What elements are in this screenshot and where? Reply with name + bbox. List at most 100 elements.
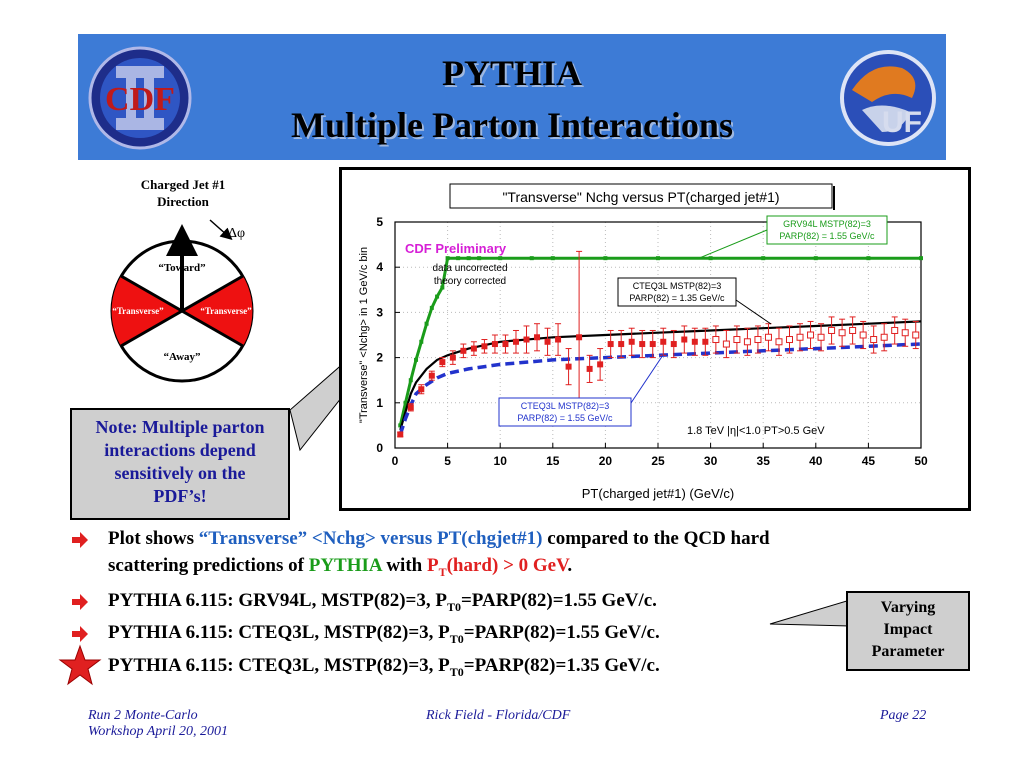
- data-point: [639, 341, 646, 348]
- note-line2: interactions depend: [104, 440, 256, 460]
- data-point: [481, 343, 488, 350]
- data-point: [407, 404, 414, 411]
- arrow-bullet-icon: [72, 626, 88, 642]
- slide-title-line1: PYTHIA: [441, 53, 582, 93]
- data-point: [544, 338, 551, 345]
- chart-title: "Transverse" Nchg versus PT(charged jet#…: [502, 189, 779, 205]
- slide-title-line2: Multiple Parton Interactions: [291, 105, 733, 145]
- note-box: Note: Multiple parton interactions depen…: [70, 408, 290, 520]
- data-point: [555, 336, 562, 343]
- toward-label: “Toward”: [158, 262, 205, 274]
- x-tick-label: 0: [392, 454, 399, 468]
- cteq3l-155-label-box: [498, 397, 632, 427]
- data-point: [912, 331, 920, 339]
- grv94l-point: [550, 256, 555, 261]
- data-point: [870, 336, 878, 344]
- data-point: [764, 333, 772, 341]
- data-point: [712, 336, 720, 344]
- jet-direction-label: Charged Jet #1 Direction: [118, 176, 248, 210]
- data-point: [743, 338, 751, 346]
- grv94l-point: [813, 256, 818, 261]
- data-point: [901, 329, 909, 337]
- x-tick-label: 15: [546, 454, 560, 468]
- data-point: [523, 336, 530, 343]
- data-point: [597, 361, 604, 368]
- grv94l-point: [429, 305, 434, 310]
- cdf-logo: CDF: [88, 46, 192, 150]
- grv94l-point: [919, 256, 923, 261]
- delta-phi-label: Δφ: [228, 226, 246, 241]
- bullet-2: PYTHIA 6.115: GRV94L, MSTP(82)=3, PT0=PA…: [108, 590, 657, 614]
- cuts-label: 1.8 TeV |η|<1.0 PT>0.5 GeV: [687, 425, 825, 437]
- data-point: [691, 338, 698, 345]
- data-point: [576, 334, 583, 341]
- x-tick-label: 40: [809, 454, 823, 468]
- chart-title-box: [449, 183, 833, 209]
- data-point: [397, 431, 404, 438]
- away-label: “Away”: [163, 351, 200, 363]
- data-point: [512, 338, 519, 345]
- data-point: [649, 341, 656, 348]
- note-line4: PDF’s!: [153, 486, 207, 506]
- y-tick-label: 5: [376, 215, 383, 229]
- data-point: [754, 336, 762, 344]
- x-tick-label: 10: [494, 454, 508, 468]
- grv94l-label-line1: GRV94L MSTP(82)=3: [783, 219, 871, 229]
- x-tick-label: 45: [862, 454, 876, 468]
- transverse-right-label: “Transverse”: [200, 306, 252, 316]
- uf-logo: UF: [840, 50, 936, 146]
- delta-phi-arrow: [209, 219, 233, 240]
- grv94l-point: [424, 321, 429, 326]
- arrow-bullet-icon: [72, 594, 88, 610]
- footer-page: Page 22: [880, 708, 927, 723]
- uf-logo-text: UF: [882, 106, 922, 139]
- grv94l-point: [466, 256, 471, 261]
- data-point: [891, 326, 899, 334]
- y-tick-label: 0: [376, 441, 383, 455]
- grv94l-point: [440, 285, 445, 290]
- cteq3l-155-leader: [630, 354, 664, 404]
- footer-center: Rick Field - Florida/CDF: [426, 708, 571, 723]
- cteq3l-155-curve: [398, 342, 922, 435]
- grv94l-label-box: [766, 215, 888, 245]
- direction-label-line1: Charged Jet #1: [140, 177, 226, 192]
- data-point: [828, 326, 836, 334]
- topology-diagram: “Toward” “Transverse” “Transverse” “Away…: [110, 219, 254, 383]
- cdf-logo-text: CDF: [105, 81, 175, 118]
- transverse-right-region: [182, 276, 253, 346]
- y-tick-label: 2: [376, 351, 383, 365]
- data-point: [470, 345, 477, 352]
- grv94l-point: [477, 256, 482, 261]
- y-tick-label: 3: [376, 305, 383, 319]
- grv94l-point: [529, 256, 534, 261]
- callout-line1: Varying: [880, 599, 936, 616]
- x-tick-label: 20: [599, 454, 613, 468]
- data-point: [775, 338, 783, 346]
- data-point: [565, 363, 572, 370]
- grv94l-point: [603, 256, 608, 261]
- callout-line2: Impact: [883, 621, 933, 638]
- y-tick-label: 4: [376, 260, 383, 274]
- grv94l-point: [419, 339, 424, 344]
- cteq3l-135-label-line1: CTEQ3L MSTP(82)=3: [633, 281, 721, 291]
- x-tick-label: 30: [704, 454, 718, 468]
- grv94l-point: [403, 400, 408, 405]
- data-point: [449, 354, 456, 361]
- grv94l-leader: [696, 229, 768, 260]
- grv94l-point: [408, 378, 413, 383]
- arrow-bullet-icon: [72, 532, 88, 548]
- data-point: [418, 386, 425, 393]
- y-tick-label: 1: [376, 396, 383, 410]
- grv94l-point: [656, 256, 660, 261]
- grv94l-point: [498, 256, 503, 261]
- varying-impact-callout: Varying Impact Parameter: [846, 591, 970, 671]
- data-point: [681, 336, 688, 343]
- callout-pointer: [769, 599, 851, 627]
- data-point: [618, 341, 625, 348]
- grv94l-point: [708, 256, 713, 261]
- data-point: [660, 338, 667, 345]
- x-tick-label: 35: [757, 454, 771, 468]
- data-point: [733, 336, 741, 344]
- bullet-1-line2: scattering predictions of PYTHIA with PT…: [108, 555, 573, 579]
